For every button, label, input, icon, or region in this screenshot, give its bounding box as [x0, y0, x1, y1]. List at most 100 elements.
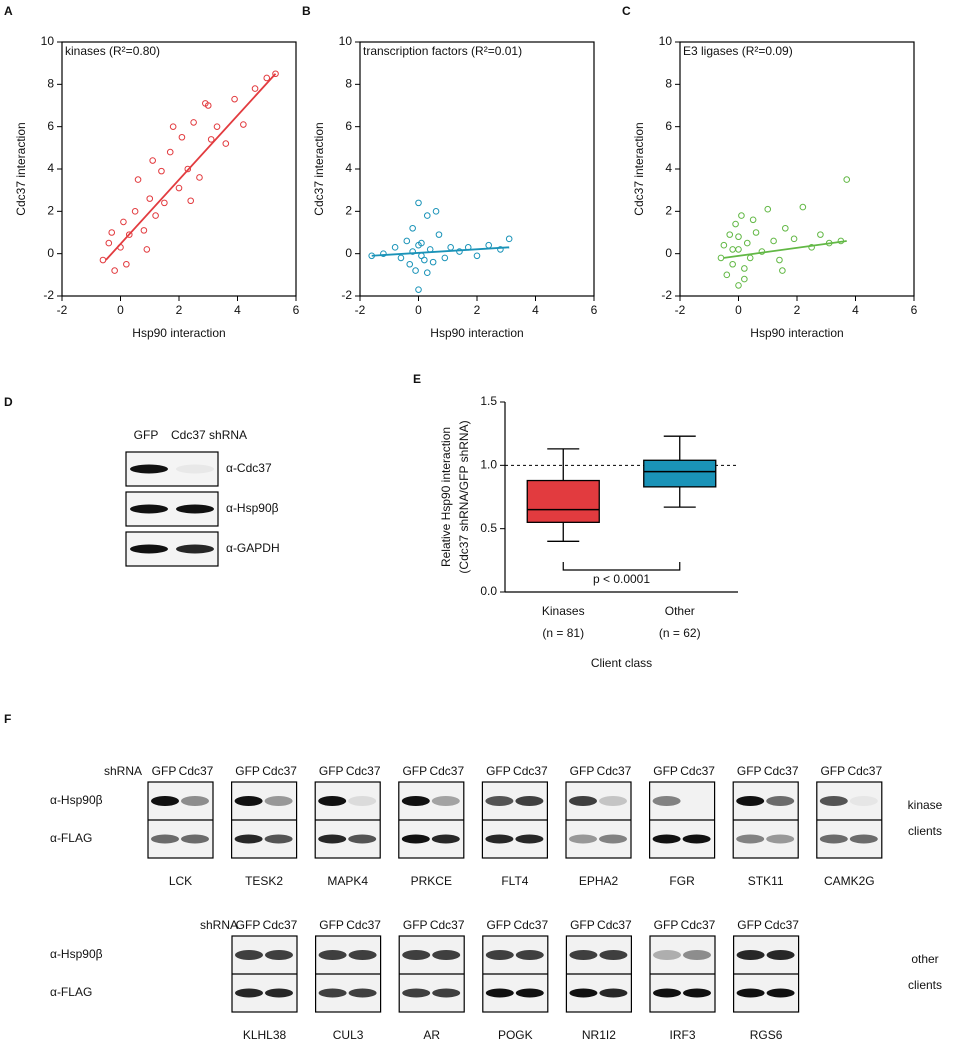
x-tick-label: -2	[57, 303, 68, 317]
blot-band	[235, 950, 263, 960]
shrna-label: shRNA	[200, 918, 238, 932]
point	[406, 260, 414, 268]
blot-band	[515, 988, 544, 998]
blot-band	[264, 796, 293, 806]
blot-band	[176, 544, 214, 554]
y-tick-label: 2	[47, 204, 54, 218]
point	[140, 227, 148, 234]
point	[735, 282, 742, 289]
panel-letter: A	[4, 4, 13, 18]
client-name: TESK2	[245, 874, 283, 888]
row-label: α-Cdc37	[226, 461, 272, 475]
lane-label: Cdc37	[263, 918, 298, 932]
point	[412, 267, 419, 274]
blot-band	[130, 504, 168, 514]
y-tick-label: 4	[665, 161, 672, 175]
point	[131, 208, 139, 215]
y-axis-label: (Cdc37 shRNA/GFP shRNA)	[457, 420, 471, 573]
point	[741, 275, 748, 283]
point	[161, 199, 168, 207]
blot-band	[736, 988, 765, 998]
blot-band	[653, 988, 681, 998]
shrna-label: shRNA	[104, 764, 142, 778]
point	[429, 258, 437, 266]
point	[125, 231, 133, 238]
point	[108, 229, 116, 236]
client-name: EPHA2	[579, 874, 619, 888]
blot-band	[402, 988, 431, 998]
lane-label: Cdc37	[430, 918, 465, 932]
panel-letter: F	[4, 712, 11, 726]
point	[120, 218, 127, 226]
x-tick-label: 4	[532, 303, 539, 317]
point	[105, 239, 113, 247]
blot-band	[599, 950, 628, 960]
annotation: E3 ligases (R²=0.09)	[683, 44, 793, 58]
group-label: clients	[908, 824, 942, 838]
y-tick-label: 2	[665, 204, 672, 218]
lane-label: GFP	[570, 764, 595, 778]
box	[643, 459, 717, 488]
lane-label: Cdc37	[513, 764, 548, 778]
client-name: STK11	[748, 874, 784, 888]
blot-band	[569, 834, 597, 844]
client-name: CUL3	[333, 1028, 364, 1042]
y-tick-label: -2	[341, 288, 352, 302]
lane-label: GFP	[236, 918, 261, 932]
lane-label: GFP	[486, 918, 511, 932]
point	[146, 195, 154, 202]
point	[505, 235, 513, 243]
x-tick-label: 0	[415, 303, 422, 317]
x-tick-note: (n = 62)	[659, 626, 701, 640]
lane-label: Cdc37 shRNA	[171, 428, 247, 442]
blot-band	[569, 796, 597, 806]
y-tick-label: 0.0	[480, 584, 497, 598]
lane-label: GFP	[152, 764, 177, 778]
significance-bracket	[562, 562, 681, 571]
point	[726, 231, 734, 238]
point	[435, 231, 443, 238]
blot-band	[234, 796, 263, 806]
panel-letter: C	[622, 4, 631, 18]
group-label: clients	[908, 978, 942, 992]
y-axis-label: Cdc37 interaction	[312, 122, 326, 215]
fit-line	[371, 246, 510, 257]
lane-label: Cdc37	[597, 764, 632, 778]
blot-band	[130, 464, 168, 474]
blot-band	[348, 950, 377, 960]
y-tick-label: 8	[47, 77, 54, 91]
x-axis-label: Client class	[591, 656, 652, 670]
point	[190, 119, 197, 126]
y-tick-label: -2	[661, 288, 672, 302]
point	[418, 252, 425, 260]
point	[222, 140, 230, 147]
point	[779, 267, 786, 274]
lane-label: Cdc37	[429, 764, 464, 778]
point	[175, 184, 183, 192]
point	[770, 237, 777, 245]
point	[123, 260, 130, 268]
point	[741, 265, 748, 272]
point	[111, 267, 118, 274]
blot-band	[819, 796, 848, 806]
y-tick-label: 10	[339, 34, 353, 48]
blot-band	[431, 796, 460, 806]
client-name: KLHL38	[243, 1028, 287, 1042]
y-tick-label: 1.5	[480, 394, 497, 408]
y-tick-label: 4	[345, 161, 352, 175]
point	[207, 136, 215, 143]
y-axis-label: Relative Hsp90 interaction	[439, 427, 453, 567]
row-label: α-Hsp90β	[50, 947, 103, 961]
x-axis-label: Hsp90 interaction	[750, 326, 843, 340]
y-tick-label: 0	[47, 246, 54, 260]
y-tick-label: 1.0	[480, 458, 497, 472]
x-axis-label: Hsp90 interaction	[132, 326, 225, 340]
blot-band	[652, 796, 681, 806]
blot-band	[599, 834, 627, 844]
lane-label: Cdc37	[513, 918, 548, 932]
lane-label: Cdc37	[681, 918, 716, 932]
y-tick-label: 8	[345, 77, 352, 91]
lane-label: Cdc37	[346, 918, 381, 932]
lane-label: GFP	[737, 764, 762, 778]
x-tick-label: 4	[852, 303, 859, 317]
